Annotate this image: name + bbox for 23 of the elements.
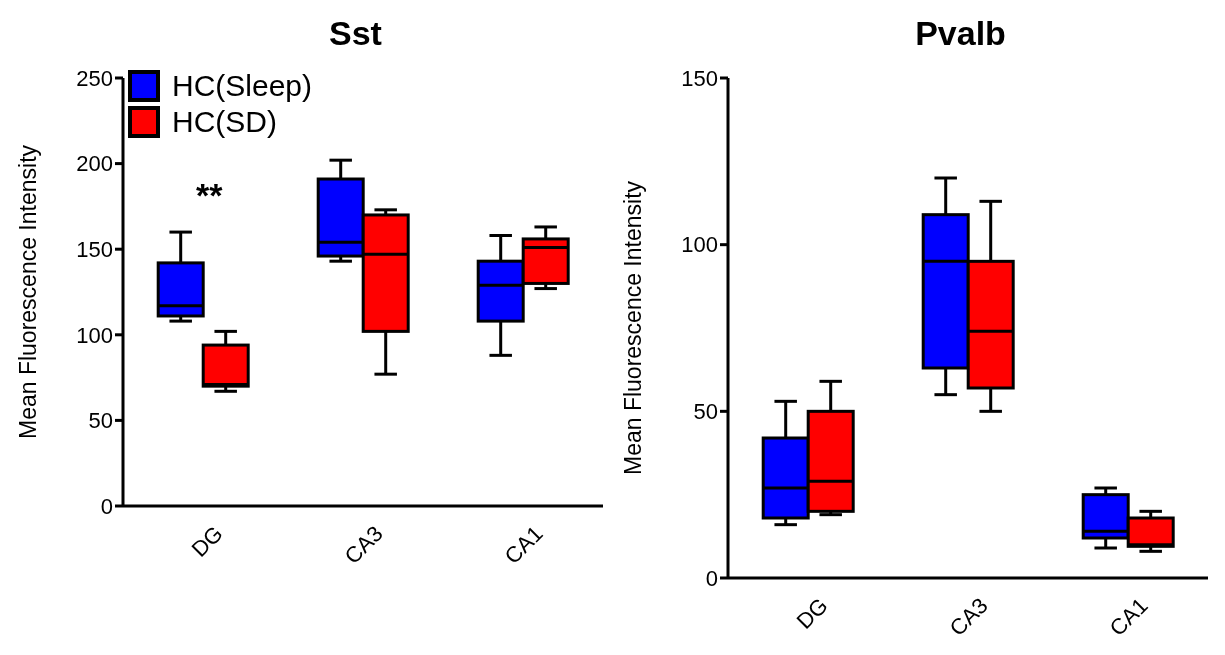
y-tick-label: 50 <box>693 399 718 425</box>
y-tick-label: 200 <box>76 151 113 177</box>
x-tick-label: CA3 <box>339 520 388 569</box>
y-axis-title: Mean Fluorescence Intensity <box>620 180 647 476</box>
x-tick-label: DG <box>186 520 228 562</box>
y-tick-label: 50 <box>88 408 113 434</box>
y-tick-label: 0 <box>705 565 718 591</box>
chart-title: Pvalb <box>915 14 1006 52</box>
x-tick-label: CA3 <box>944 592 993 641</box>
y-tick-label: 100 <box>681 232 718 258</box>
x-tick-label: CA1 <box>1104 592 1153 641</box>
legend-label: HC(SD) <box>172 104 277 140</box>
y-tick-label: 150 <box>76 237 113 263</box>
y-tick-label: 100 <box>76 322 113 348</box>
annotation: ** <box>196 176 223 215</box>
legend-label: HC(Sleep) <box>172 68 313 104</box>
y-tick-label: 250 <box>76 65 113 91</box>
y-tick-label: 150 <box>681 65 718 91</box>
y-tick-label: 0 <box>100 493 113 519</box>
x-tick-label: DG <box>791 592 833 634</box>
chart-title: Sst <box>329 14 382 52</box>
x-tick-label: CA1 <box>499 520 548 569</box>
y-axis-title: Mean Fluorescence Intensity <box>15 144 42 440</box>
